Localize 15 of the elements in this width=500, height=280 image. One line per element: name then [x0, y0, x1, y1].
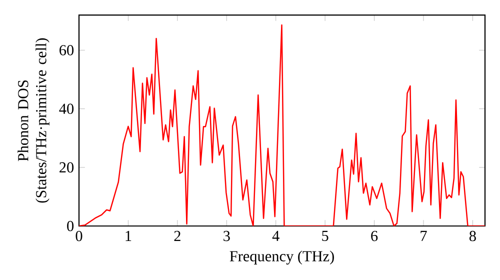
- x-tick-label: 8: [469, 230, 476, 242]
- y-tick-label: 60: [60, 45, 74, 56]
- x-axis-title: Frequency (THz): [230, 250, 334, 264]
- x-tick-label: 2: [174, 230, 180, 241]
- x-tick-label: 4: [272, 230, 280, 241]
- x-tick-label: 7: [420, 230, 427, 241]
- x-tick-label: 3: [224, 230, 230, 242]
- y-axis-title: Phonon DOS (States/THz·primitive cell): [18, 38, 50, 203]
- y-tick-label: 0: [67, 220, 74, 232]
- x-tick-label: 1: [126, 230, 132, 241]
- x-tick-label: 0: [76, 230, 82, 242]
- x-tick-label: 5: [322, 230, 328, 242]
- y-tick-label: 40: [59, 104, 74, 114]
- y-tick-label: 20: [60, 162, 74, 173]
- x-tick-label: 6: [371, 230, 378, 242]
